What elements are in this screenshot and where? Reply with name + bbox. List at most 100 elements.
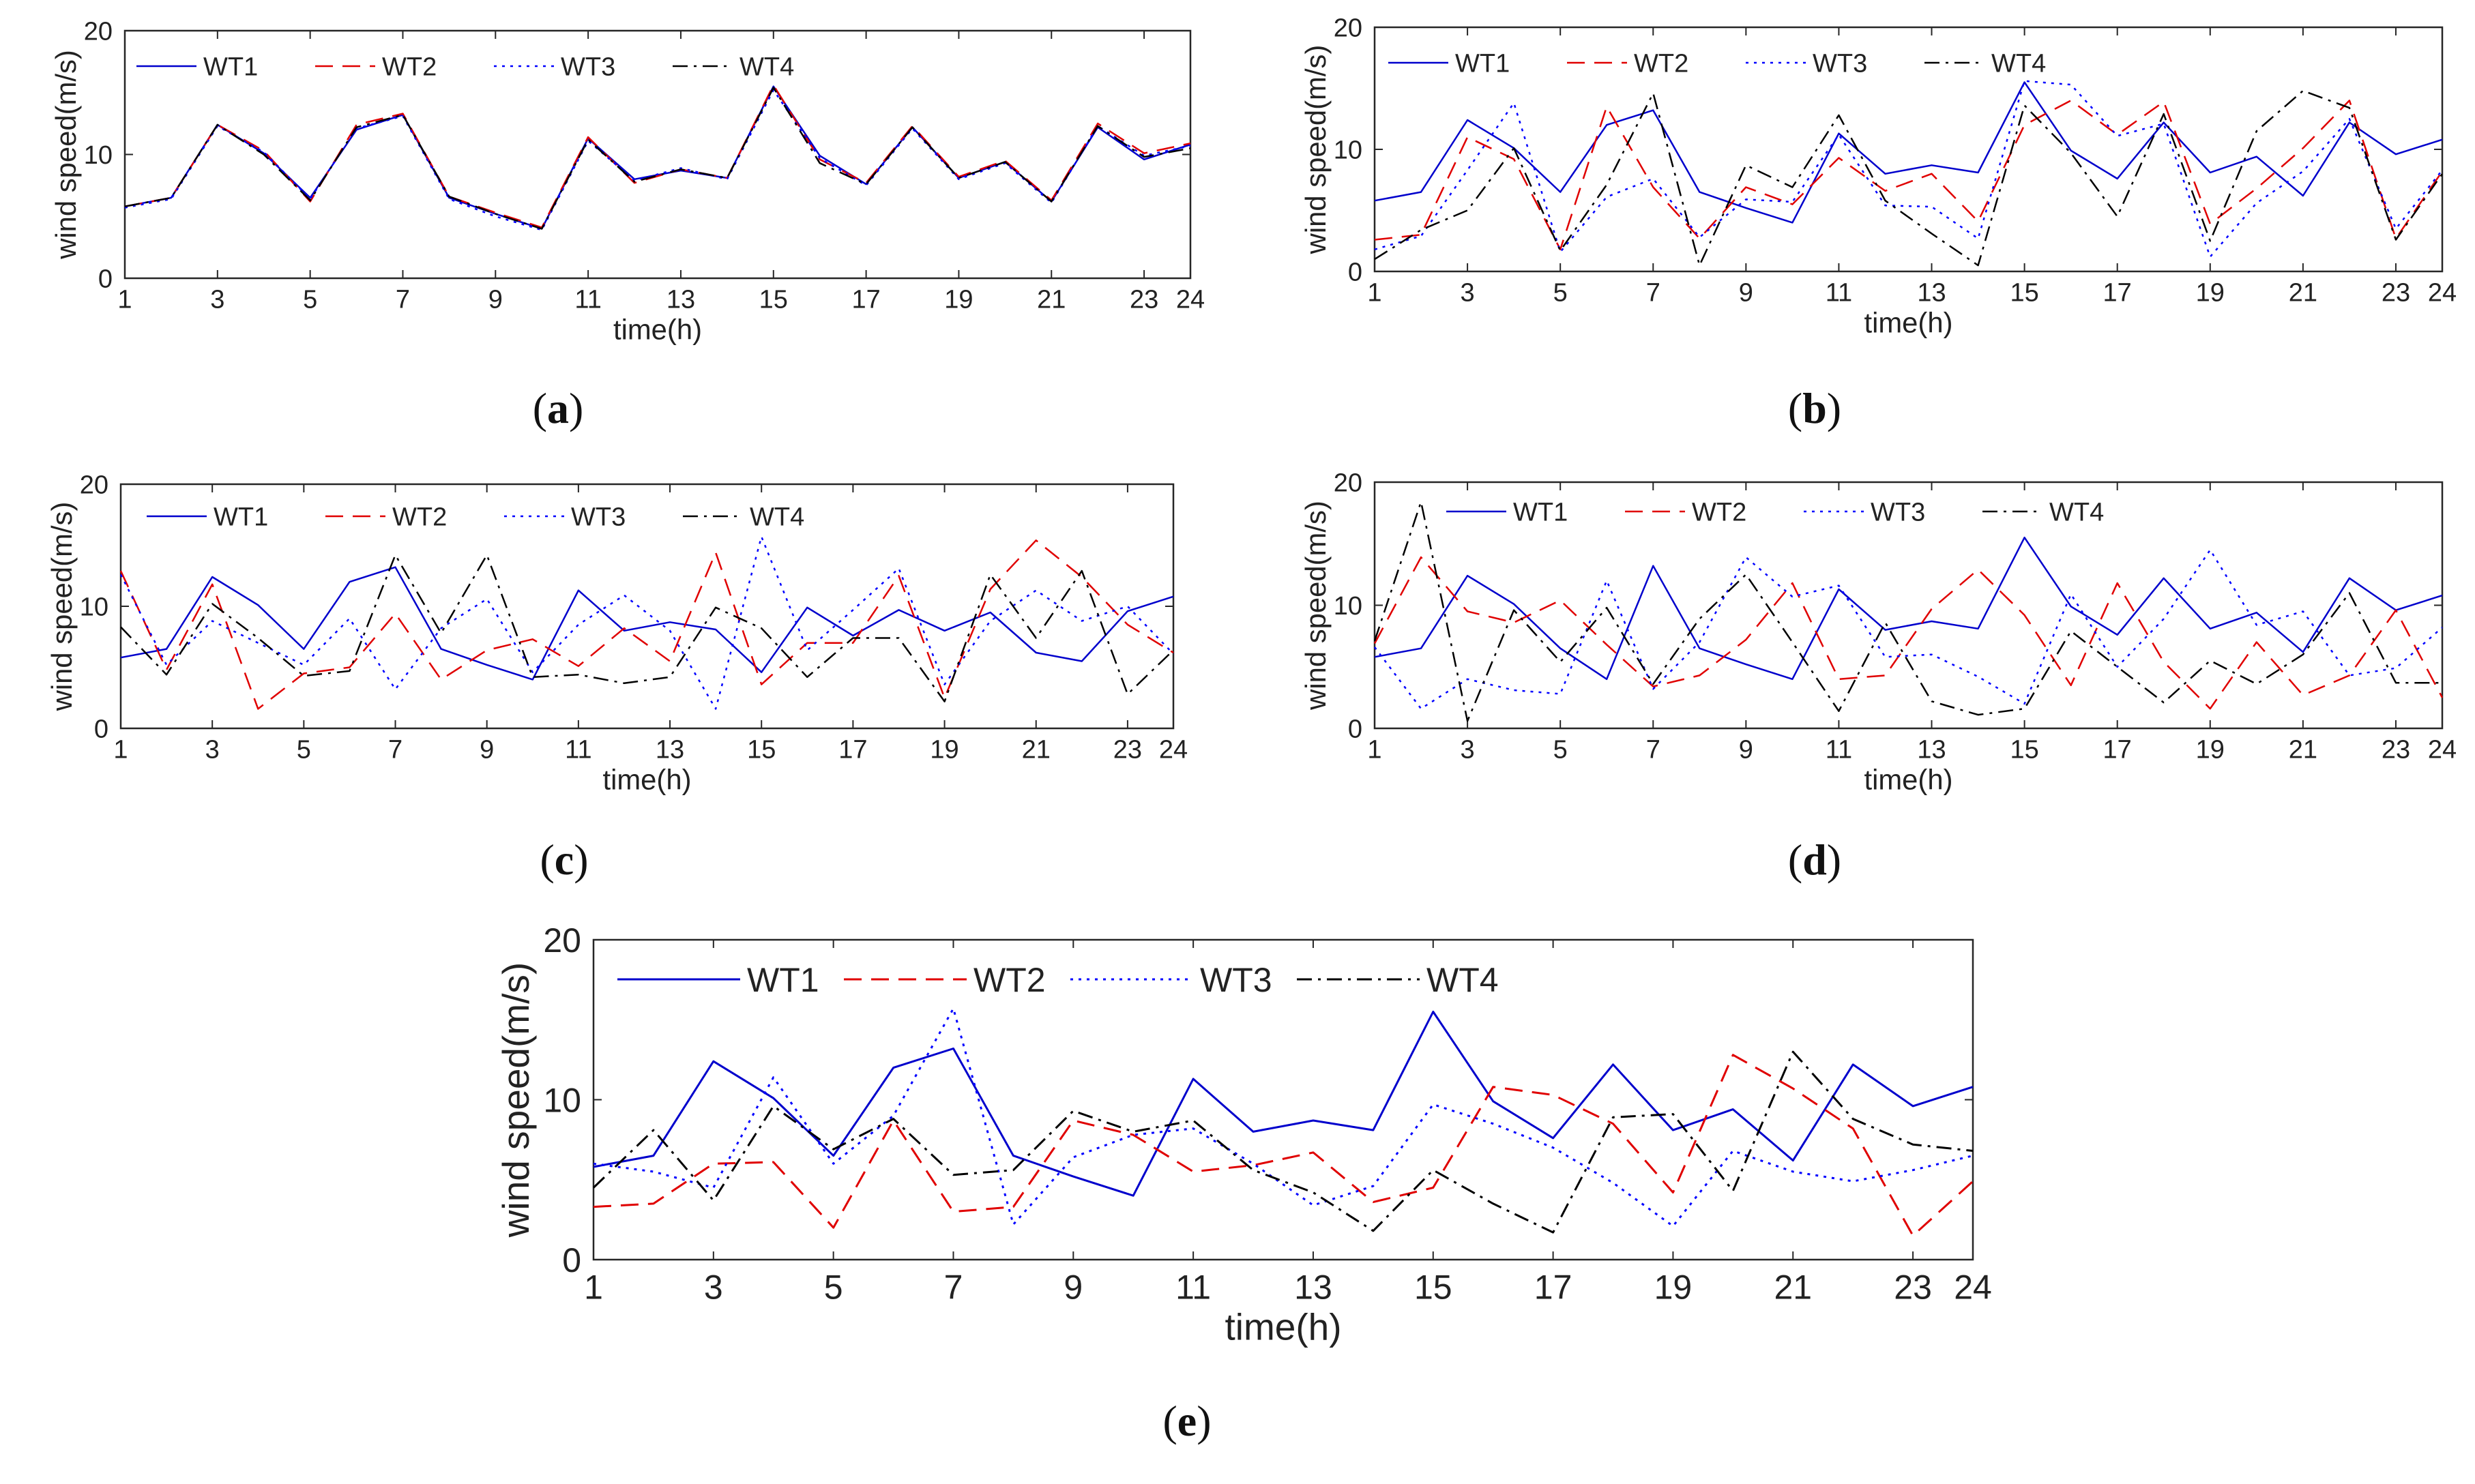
x-tick-label: 19 [1654, 1268, 1693, 1307]
x-tick-label: 17 [1534, 1268, 1572, 1307]
x-tick-label: 24 [1954, 1268, 1992, 1307]
x-tick-label: 13 [1917, 279, 1946, 308]
y-tick-label: 0 [1348, 258, 1362, 287]
x-axis-label: time(h) [613, 313, 702, 345]
x-tick-label: 23 [2382, 736, 2410, 765]
x-tick-label: 15 [759, 286, 788, 314]
series-line-wt1 [1374, 81, 2443, 224]
x-tick-label: 9 [1739, 279, 1753, 308]
y-tick-label: 10 [1334, 592, 1362, 621]
x-tick-label: 11 [574, 286, 601, 314]
x-tick-label: 7 [1646, 736, 1660, 765]
x-tick-label: 1 [584, 1268, 603, 1307]
x-tick-label: 5 [1553, 279, 1568, 308]
plot-frame [1373, 481, 2444, 730]
series-line-wt2 [124, 84, 1191, 228]
x-tick-label: 19 [944, 286, 973, 314]
x-tick-label: 5 [1553, 736, 1568, 765]
x-tick-label: 5 [297, 736, 311, 765]
legend-label-wt3: WT3 [561, 53, 615, 82]
legend-label-wt2: WT2 [382, 53, 437, 82]
x-tick-label: 7 [944, 1268, 963, 1307]
legend: WT1 WT2 WT3 WT4 [617, 961, 1499, 999]
series-line-wt4 [124, 87, 1191, 230]
x-tick-label: 17 [2103, 736, 2132, 765]
legend-label-wt3: WT3 [571, 503, 626, 532]
x-tick-label: 5 [303, 286, 317, 314]
plot-frame [119, 483, 1175, 730]
x-tick-label: 7 [396, 286, 410, 314]
y-tick-label: 0 [562, 1241, 581, 1279]
series-line-wt2 [119, 539, 1174, 710]
y-axis-label: wind speed(m/s) [1300, 501, 1332, 711]
legend-label-wt4: WT4 [739, 53, 794, 82]
plot-frame [592, 938, 1974, 1261]
legend-label-wt2: WT2 [1634, 50, 1688, 78]
x-tick-label: 23 [1894, 1268, 1932, 1307]
series-line-wt4 [1374, 89, 2444, 267]
x-tick-label: 3 [1461, 736, 1475, 765]
y-tick-label: 20 [1334, 469, 1362, 498]
x-tick-label: 11 [1826, 279, 1852, 308]
x-tick-label: 17 [851, 286, 880, 314]
panel-label: (e) [1162, 1397, 1211, 1445]
legend: WT1 WT2 WT3 WT4 [136, 53, 794, 82]
x-tick-label: 19 [2196, 279, 2225, 308]
legend-label-wt1: WT1 [1455, 50, 1510, 78]
x-tick-label: 11 [565, 736, 591, 765]
x-tick-label: 21 [1022, 736, 1051, 765]
x-tick-label: 24 [1159, 736, 1188, 765]
plot-frame [123, 29, 1192, 280]
x-axis-label: time(h) [1864, 763, 1952, 795]
y-tick-label: 0 [98, 265, 113, 294]
series-line-wt3 [124, 89, 1191, 231]
y-tick-label: 20 [84, 18, 113, 46]
panel-label: (a) [533, 384, 584, 432]
x-tick-label: 19 [930, 736, 958, 765]
x-tick-label: 21 [2289, 736, 2317, 765]
legend-label-wt4: WT4 [1426, 961, 1499, 999]
x-tick-label: 24 [2428, 279, 2457, 308]
x-tick-label: 9 [1064, 1268, 1083, 1307]
x-tick-label: 15 [2010, 736, 2038, 765]
y-tick-label: 10 [543, 1082, 581, 1120]
plot-frame [1373, 26, 2444, 273]
y-tick-label: 10 [80, 593, 108, 622]
series-line-wt1 [120, 566, 1174, 681]
series-line-wt2 [593, 1054, 1974, 1237]
y-tick-label: 10 [1334, 136, 1362, 165]
legend: WT1 WT2 WT3 WT4 [147, 503, 804, 532]
x-tick-label: 9 [480, 736, 494, 765]
x-tick-label: 11 [1826, 736, 1852, 765]
series-line-wt4 [120, 554, 1174, 702]
y-axis-label: wind speed(m/s) [1300, 45, 1332, 255]
panel-label: (c) [540, 835, 588, 884]
x-tick-label: 3 [1461, 279, 1475, 308]
x-tick-label: 3 [704, 1268, 723, 1307]
legend-label-wt2: WT2 [392, 503, 447, 532]
series-line-wt3 [593, 1007, 1974, 1228]
x-tick-label: 24 [1176, 286, 1205, 314]
x-tick-label: 13 [1917, 736, 1946, 765]
x-tick-label: 9 [488, 286, 503, 314]
x-tick-label: 15 [2010, 279, 2038, 308]
x-axis-label: time(h) [1864, 306, 1952, 338]
x-axis-label: time(h) [602, 763, 691, 795]
legend-label-wt2: WT2 [973, 961, 1046, 999]
panel-label: (b) [1788, 384, 1841, 432]
y-tick-label: 20 [543, 921, 581, 960]
y-tick-label: 0 [94, 715, 108, 744]
y-axis-label: wind speed(m/s) [50, 50, 82, 260]
x-tick-label: 13 [656, 736, 684, 765]
legend-label-wt2: WT2 [1692, 499, 1746, 527]
legend-label-wt1: WT1 [203, 53, 258, 82]
x-tick-label: 7 [388, 736, 402, 765]
legend-label-wt4: WT4 [1991, 50, 2046, 78]
x-tick-label: 1 [113, 736, 128, 765]
series-line-wt1 [1374, 536, 2443, 681]
x-tick-label: 1 [117, 286, 132, 314]
y-tick-label: 10 [84, 141, 113, 170]
